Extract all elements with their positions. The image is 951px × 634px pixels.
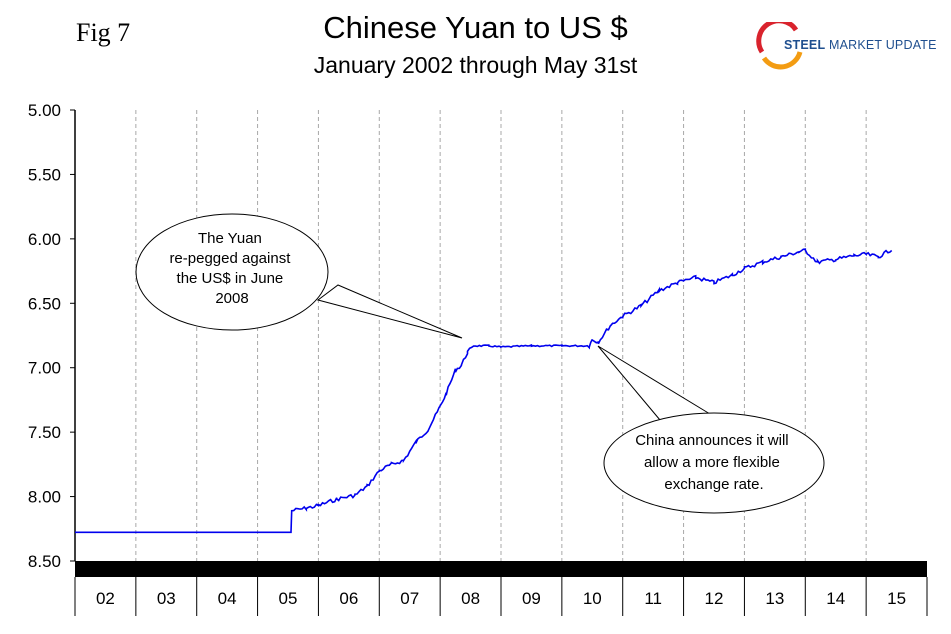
y-tick-label: 5.50 [28,165,61,184]
callout-repeg-line: The Yuan [198,230,262,247]
callout-flexible: China announces it will allow a more fle… [597,345,825,514]
x-category-label: 12 [705,589,724,608]
callout-repeg-line: re-pegged against [169,250,291,267]
x-category-label: 09 [522,589,541,608]
x-category-label: 03 [157,589,176,608]
callout-flexible-line: exchange rate. [664,476,763,493]
x-category-label: 08 [461,589,480,608]
callout-flexible-line: China announces it will [635,432,788,449]
logo-swoosh-orange [761,51,803,70]
callout-flexible-text: China announces it will allow a more fle… [635,432,793,493]
x-category-label: 04 [218,589,237,608]
vertical-gridlines [135,110,867,561]
callout-flexible-bubble [603,412,825,514]
y-tick-label: 7.00 [28,359,61,378]
y-tick-label: 6.50 [28,294,61,313]
x-axis-categories: 02 03 04 05 06 07 08 09 10 11 12 13 14 15 [74,577,928,616]
y-tick-label: 5.00 [28,101,61,120]
x-category-label: 10 [583,589,602,608]
x-category-label: 02 [96,589,115,608]
y-tick-label: 8.50 [28,552,61,571]
callout-flexible-pointer [597,345,712,421]
x-category-label: 11 [644,589,662,608]
logo-text-rest: MARKET UPDATE [825,38,937,52]
y-tick-label: 6.00 [28,230,61,249]
figure-label: Fig 7 [76,18,131,47]
x-axis-band [75,561,927,577]
logo-swoosh-red [756,22,799,54]
chart-title: Chinese Yuan to US $ [323,10,628,45]
x-category-label: 07 [400,589,419,608]
x-category-label: 06 [339,589,358,608]
callout-repeg-bubble [135,213,329,331]
x-category-label: 15 [887,589,906,608]
callout-repeg-text: The Yuan re-pegged against the US$ in Ju… [169,230,294,307]
chart-subtitle: January 2002 through May 31st [313,52,638,78]
callout-repeg-pointer [316,284,463,339]
y-tick-label: 7.50 [28,423,61,442]
callout-repeg-line: the US$ in June [177,270,284,287]
y-axis-ticks: 5.00 5.50 6.00 6.50 7.00 7.50 8.00 8.50 [28,101,75,571]
x-category-label: 13 [765,589,784,608]
callout-flexible-line: allow a more flexible [644,454,780,471]
callout-repeg: The Yuan re-pegged against the US$ in Ju… [135,213,463,339]
steel-market-update-logo [756,22,803,70]
logo-text-bold: STEEL [784,38,826,52]
yuan-usd-series-line [75,248,893,534]
logo-text: STEEL MARKET UPDATE [784,38,937,52]
y-tick-label: 8.00 [28,488,61,507]
callout-repeg-line: 2008 [215,290,248,307]
x-category-label: 05 [279,589,298,608]
x-category-label: 14 [826,589,845,608]
